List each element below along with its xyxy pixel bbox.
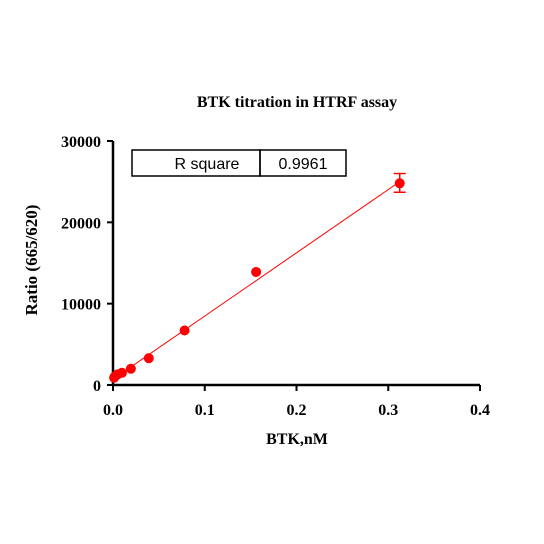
- x-tick-label: 0.0: [103, 402, 123, 419]
- y-tick-label: 30000: [61, 134, 101, 151]
- x-tick-label: 0.2: [287, 402, 307, 419]
- fit-line-group: [112, 181, 401, 380]
- y-tick-label: 10000: [61, 297, 101, 314]
- data-point: [116, 367, 127, 378]
- x-axis-label: BTK,nM: [266, 431, 328, 448]
- r-square-table: R square 0.9961: [131, 149, 347, 177]
- x-tick-label: 0.4: [470, 402, 490, 419]
- r-square-value: 0.9961: [279, 156, 328, 173]
- fit-line: [112, 181, 401, 380]
- x-tick-label: 0.1: [195, 402, 215, 419]
- y-axis-label: Ratio (665/620): [22, 205, 41, 316]
- data-point: [179, 325, 190, 336]
- x-tick-label: 0.3: [378, 402, 398, 419]
- y-tick-label: 0: [93, 378, 101, 395]
- y-tick-label: 20000: [61, 215, 101, 232]
- r-square-value-cell: [259, 149, 347, 177]
- chart-title: BTK titration in HTRF assay: [197, 94, 397, 111]
- data-point: [125, 363, 136, 374]
- data-point: [251, 266, 262, 277]
- axes: 0 10000 20000 30000 0.0 0.1 0.2 0.3 0.4: [61, 134, 490, 419]
- data-point: [394, 178, 405, 189]
- data-points: [109, 172, 406, 383]
- r-square-label: R square: [175, 156, 240, 173]
- data-point: [143, 353, 154, 364]
